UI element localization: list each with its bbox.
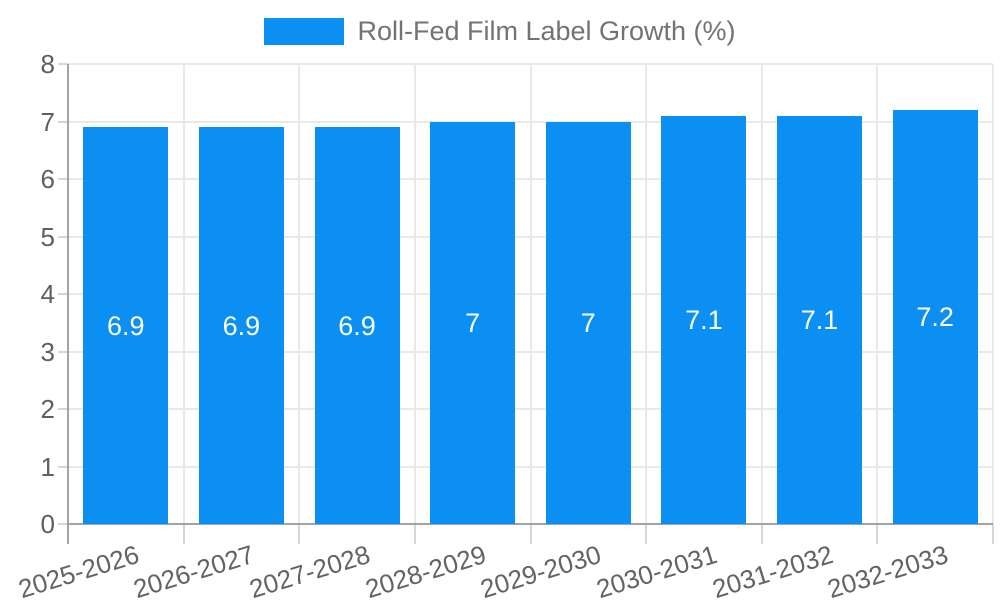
bar-value-label: 6.9: [338, 310, 376, 341]
v-gridline: [529, 64, 532, 524]
x-axis-tick: [992, 524, 994, 544]
bar-value-label: 7.1: [800, 304, 839, 335]
legend-label: Roll-Fed Film Label Growth (%): [357, 16, 736, 46]
y-tick-label: 6: [40, 164, 55, 194]
y-axis-line: [67, 64, 69, 544]
x-axis-tick: [182, 524, 185, 544]
legend: Roll-Fed Film Label Growth (%): [0, 14, 1000, 48]
v-gridline: [760, 64, 763, 524]
y-axis-tick: [58, 235, 68, 238]
y-axis-tick: [58, 465, 68, 468]
bar-value-label: 6.9: [107, 310, 145, 341]
bar: [430, 121, 516, 524]
x-axis-tick: [529, 524, 532, 544]
y-axis-tick: [58, 523, 68, 525]
x-axis-tick: [876, 524, 879, 544]
y-tick-label: 0: [40, 509, 55, 539]
x-axis-tick: [760, 524, 763, 544]
v-gridline: [645, 64, 648, 524]
bar: [777, 115, 863, 524]
legend-swatch-icon: [264, 17, 345, 45]
y-axis-tick: [58, 408, 68, 410]
bar: [314, 127, 400, 524]
y-tick-label: 8: [40, 49, 55, 79]
legend-item[interactable]: Roll-Fed Film Label Growth (%): [264, 14, 736, 48]
v-gridline: [413, 64, 416, 524]
y-axis-tick: [58, 293, 68, 295]
y-tick-label: 4: [40, 279, 55, 309]
x-axis-baseline: [68, 523, 993, 525]
y-tick-label: 5: [40, 221, 55, 252]
y-axis-tick: [58, 63, 68, 65]
x-axis-tick: [298, 524, 301, 544]
bar-value-label: 7.2: [916, 302, 954, 332]
y-tick-label: 3: [40, 336, 55, 367]
y-axis-tick: [58, 350, 68, 353]
y-tick-label: 1: [40, 451, 55, 482]
y-axis-tick: [58, 178, 68, 180]
y-tick-label: 2: [40, 394, 55, 424]
y-tick-label: 7: [40, 106, 55, 137]
bar: [83, 127, 169, 524]
bar: [661, 115, 747, 524]
x-axis-tick: [645, 524, 648, 544]
v-gridline: [876, 64, 879, 524]
bar: [545, 121, 631, 524]
v-gridline: [992, 64, 994, 524]
bar-value-label: 7: [580, 307, 596, 338]
v-gridline: [182, 64, 185, 524]
x-axis-tick: [413, 524, 416, 544]
v-gridline: [298, 64, 301, 524]
y-axis-tick: [58, 120, 68, 123]
bar-value-label: 6.9: [222, 310, 261, 341]
bar: [198, 127, 284, 524]
bar-value-label: 7.1: [685, 304, 723, 335]
bar: [892, 110, 978, 524]
bar-value-label: 7: [465, 307, 481, 338]
